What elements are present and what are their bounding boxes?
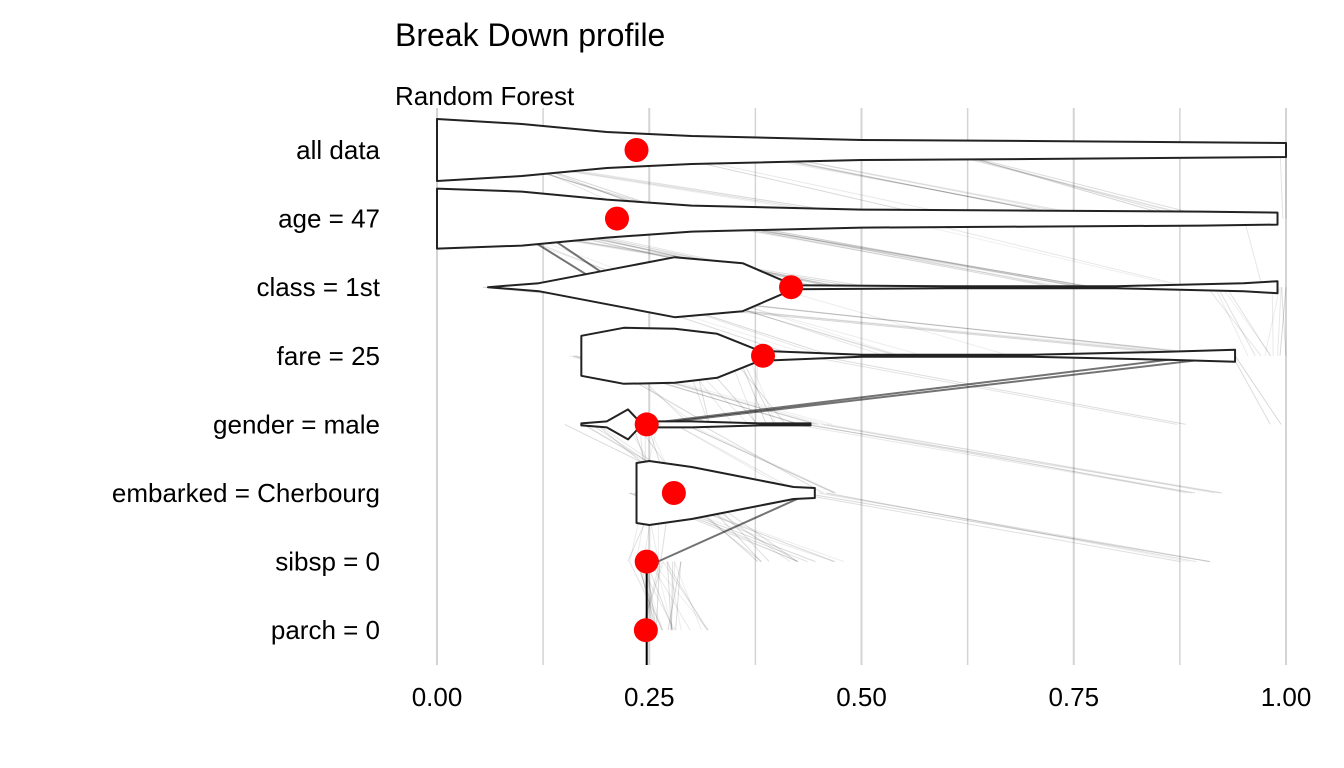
observation-path <box>807 423 1196 494</box>
observation-path <box>1234 355 1282 425</box>
observation-path <box>818 492 1211 563</box>
mean-point-5 <box>634 412 659 437</box>
chart-title: Break Down profile <box>395 17 665 53</box>
y-label-5: gender = male <box>213 409 380 439</box>
y-label-4: fare = 25 <box>277 341 380 371</box>
observation-path <box>655 561 661 631</box>
mean-point-8 <box>633 618 658 643</box>
observation-path <box>943 149 1191 220</box>
observation-path <box>1225 286 1271 357</box>
observation-path <box>635 561 663 631</box>
x-axis-labels: 0.00 0.25 0.50 0.75 1.00 <box>412 682 1312 712</box>
violin-4 <box>580 326 1237 385</box>
observation-path <box>747 355 777 425</box>
mean-point-7 <box>634 549 659 574</box>
observation-path <box>820 423 1224 494</box>
x-tick-label-4: 0.75 <box>1048 682 1099 712</box>
y-label-2: age = 47 <box>278 204 380 234</box>
observation-path <box>804 355 1178 425</box>
y-label-6: embarked = Cherbourg <box>112 478 380 508</box>
y-axis-labels: all data age = 47 class = 1st fare = 25 gend… <box>112 135 381 645</box>
violin-6 <box>635 460 816 526</box>
y-label-8: parch = 0 <box>271 615 380 645</box>
observation-path <box>755 355 759 425</box>
observation-path <box>651 561 709 631</box>
y-label-3: class = 1st <box>256 272 380 302</box>
observation-path <box>1221 286 1272 357</box>
violin-5 <box>580 408 812 441</box>
observation-path <box>772 286 1011 357</box>
observation-path <box>1243 218 1263 288</box>
observation-path <box>1277 287 1282 356</box>
observation-path <box>1231 355 1271 425</box>
observation-path <box>670 561 674 631</box>
observation-path <box>649 561 691 631</box>
observation-path <box>1279 287 1287 356</box>
observation-path <box>670 561 676 631</box>
observation-path <box>802 492 1210 563</box>
observation-path <box>666 561 672 631</box>
observation-path <box>687 423 837 494</box>
observation-path <box>667 561 682 631</box>
observation-path <box>657 492 811 563</box>
observation-path <box>934 149 1205 220</box>
observation-path <box>826 492 1190 563</box>
observation-path <box>654 561 674 631</box>
mean-point-6 <box>661 481 686 505</box>
grid-lines <box>436 108 1287 665</box>
chart-subtitle: Random Forest <box>395 81 575 111</box>
observation-path <box>645 561 674 631</box>
violin-1 <box>436 118 1287 182</box>
mean-points <box>604 138 804 643</box>
observation-path <box>684 423 836 494</box>
observation-path <box>942 149 1215 220</box>
observation-path <box>1214 286 1249 357</box>
observation-path <box>1271 287 1274 356</box>
x-tick-label-3: 0.50 <box>836 682 887 712</box>
observation-path <box>700 423 824 494</box>
observation-path <box>825 492 1197 563</box>
x-tick-label-2: 0.25 <box>624 682 675 712</box>
observation-path <box>673 561 702 631</box>
observation-path <box>803 423 1221 494</box>
observation-path <box>674 423 801 494</box>
observation-path <box>1279 149 1284 219</box>
observation-path <box>1206 286 1262 357</box>
observation-path <box>675 561 682 631</box>
observation-path <box>665 561 708 631</box>
observation-path <box>826 423 1215 494</box>
observation-path <box>944 149 1181 220</box>
y-label-1: all data <box>296 135 380 165</box>
x-tick-label-5: 1.00 <box>1261 682 1312 712</box>
mean-point-1 <box>624 138 649 162</box>
mean-point-3 <box>779 275 804 300</box>
observation-path <box>684 423 835 494</box>
observation-path <box>817 355 1186 425</box>
observation-path <box>908 218 1190 288</box>
observation-path <box>668 561 682 631</box>
observation-path <box>931 149 1202 220</box>
observation-path <box>1217 286 1256 357</box>
violin-2 <box>436 187 1279 250</box>
observation-path <box>793 492 1181 563</box>
observation-path <box>891 218 1185 288</box>
mean-point-2 <box>604 206 629 231</box>
observation-path <box>662 561 709 631</box>
mean-point-4 <box>751 343 776 368</box>
observation-path <box>674 423 795 494</box>
violins <box>436 118 1287 637</box>
y-label-7: sibsp = 0 <box>275 547 380 577</box>
x-tick-label-1: 0.00 <box>412 682 463 712</box>
observation-path <box>640 354 1202 426</box>
observation-path <box>649 354 1236 426</box>
observation-path <box>823 423 1188 494</box>
observation-path <box>1281 287 1287 356</box>
violin-3 <box>486 256 1279 319</box>
observation-path <box>793 423 1192 494</box>
observation-path <box>1264 287 1281 356</box>
